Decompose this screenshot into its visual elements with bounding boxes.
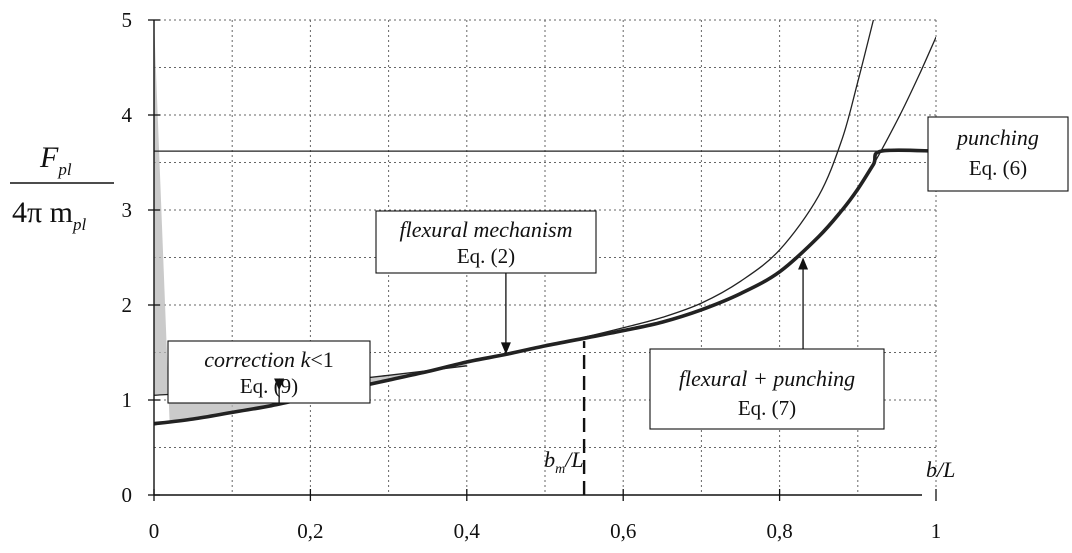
annotation-flexural-mechanism: flexural mechanism Eq. (2) <box>375 210 597 274</box>
annotation-correction-box <box>167 340 371 404</box>
annotation-punching-eq: Eq. (6) <box>969 156 1027 180</box>
tick-labels: 0 0,2 0,4 0,6 0,8 1 0 1 2 3 4 5 <box>122 8 942 543</box>
annotation-flexural-eq: Eq. (2) <box>457 244 515 268</box>
y-label-numerator: Fpl <box>39 141 72 179</box>
y-label-denominator: 4π mpl <box>12 196 86 234</box>
axes <box>148 19 937 501</box>
annotation-flexural-punching: flexural + punching Eq. (7) <box>649 348 885 430</box>
annotation-punching-box <box>927 116 1069 192</box>
annotation-correction-title: correction k<1 <box>204 347 334 372</box>
annotation-flexural-arrowhead <box>500 342 511 355</box>
x-axis-label: b/L <box>926 457 955 482</box>
annotation-punching: punching Eq. (6) <box>927 116 1069 192</box>
series-flexural-punching <box>583 36 936 339</box>
annotation-correction-eq: Eq. (9) <box>240 374 298 398</box>
bm-marker-label: bm/L <box>544 447 583 477</box>
annotation-punching-title: punching <box>955 125 1039 150</box>
y-tick-label: 4 <box>122 103 133 127</box>
annotation-flexpunch-eq: Eq. (7) <box>738 396 796 420</box>
annotation-flexpunch-arrowhead <box>798 257 809 270</box>
x-tick-label: 0,2 <box>297 519 323 543</box>
y-axis-label: Fpl 4π mpl <box>10 141 114 234</box>
y-tick-label: 0 <box>122 483 133 507</box>
annotation-correction: correction k<1 Eq. (9) <box>167 340 371 404</box>
annotation-flexpunch-title: flexural + punching <box>679 366 855 391</box>
x-tick-label: 0 <box>149 519 160 543</box>
y-tick-label: 1 <box>122 388 133 412</box>
annotation-flexural-title: flexural mechanism <box>400 217 573 242</box>
annotation-correction-arrowhead <box>274 378 285 391</box>
y-tick-label: 5 <box>122 8 133 32</box>
y-tick-label: 3 <box>122 198 133 222</box>
y-tick-label: 2 <box>122 293 133 317</box>
x-tick-label: 0,4 <box>454 519 481 543</box>
x-tick-label: 0,6 <box>610 519 636 543</box>
x-tick-label: 0,8 <box>766 519 792 543</box>
x-tick-label: 1 <box>931 519 942 543</box>
annotation-flexpunch-box <box>649 348 885 430</box>
annotation-flexural-box <box>375 210 597 274</box>
